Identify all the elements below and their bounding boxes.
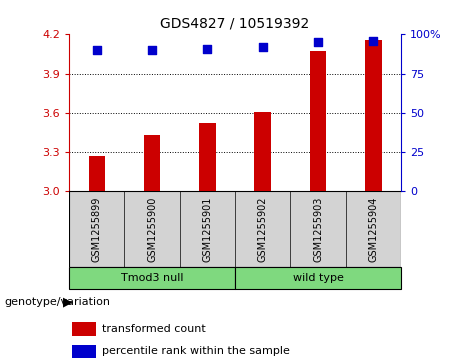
Text: GSM1255899: GSM1255899 (92, 197, 102, 262)
Point (314, 39, 322, 45)
Text: GSM1255902: GSM1255902 (258, 197, 268, 262)
Bar (72, 344, 96, 358)
FancyBboxPatch shape (235, 267, 401, 289)
Text: Tmod3 null: Tmod3 null (121, 273, 183, 283)
FancyBboxPatch shape (69, 267, 235, 289)
Bar (310, 52, 326, 191)
Bar (199, 123, 216, 191)
Point (148, 47, 156, 53)
Text: percentile rank within the sample: percentile rank within the sample (102, 346, 290, 356)
Text: wild type: wild type (293, 273, 343, 283)
Text: ▶: ▶ (63, 296, 73, 309)
Bar (254, 112, 271, 191)
Text: GSM1255904: GSM1255904 (368, 197, 378, 262)
Text: genotype/variation: genotype/variation (5, 297, 111, 307)
Bar (144, 135, 160, 191)
Point (259, 44, 266, 50)
Bar (365, 40, 382, 191)
Text: GSM1255900: GSM1255900 (147, 197, 157, 262)
Bar (72, 322, 96, 336)
Point (370, 38, 377, 44)
Text: GSM1255903: GSM1255903 (313, 197, 323, 262)
Title: GDS4827 / 10519392: GDS4827 / 10519392 (160, 17, 310, 30)
Bar (89, 156, 105, 191)
Point (204, 46, 211, 52)
Text: transformed count: transformed count (102, 324, 206, 334)
Point (93, 47, 100, 53)
Text: GSM1255901: GSM1255901 (202, 197, 213, 262)
